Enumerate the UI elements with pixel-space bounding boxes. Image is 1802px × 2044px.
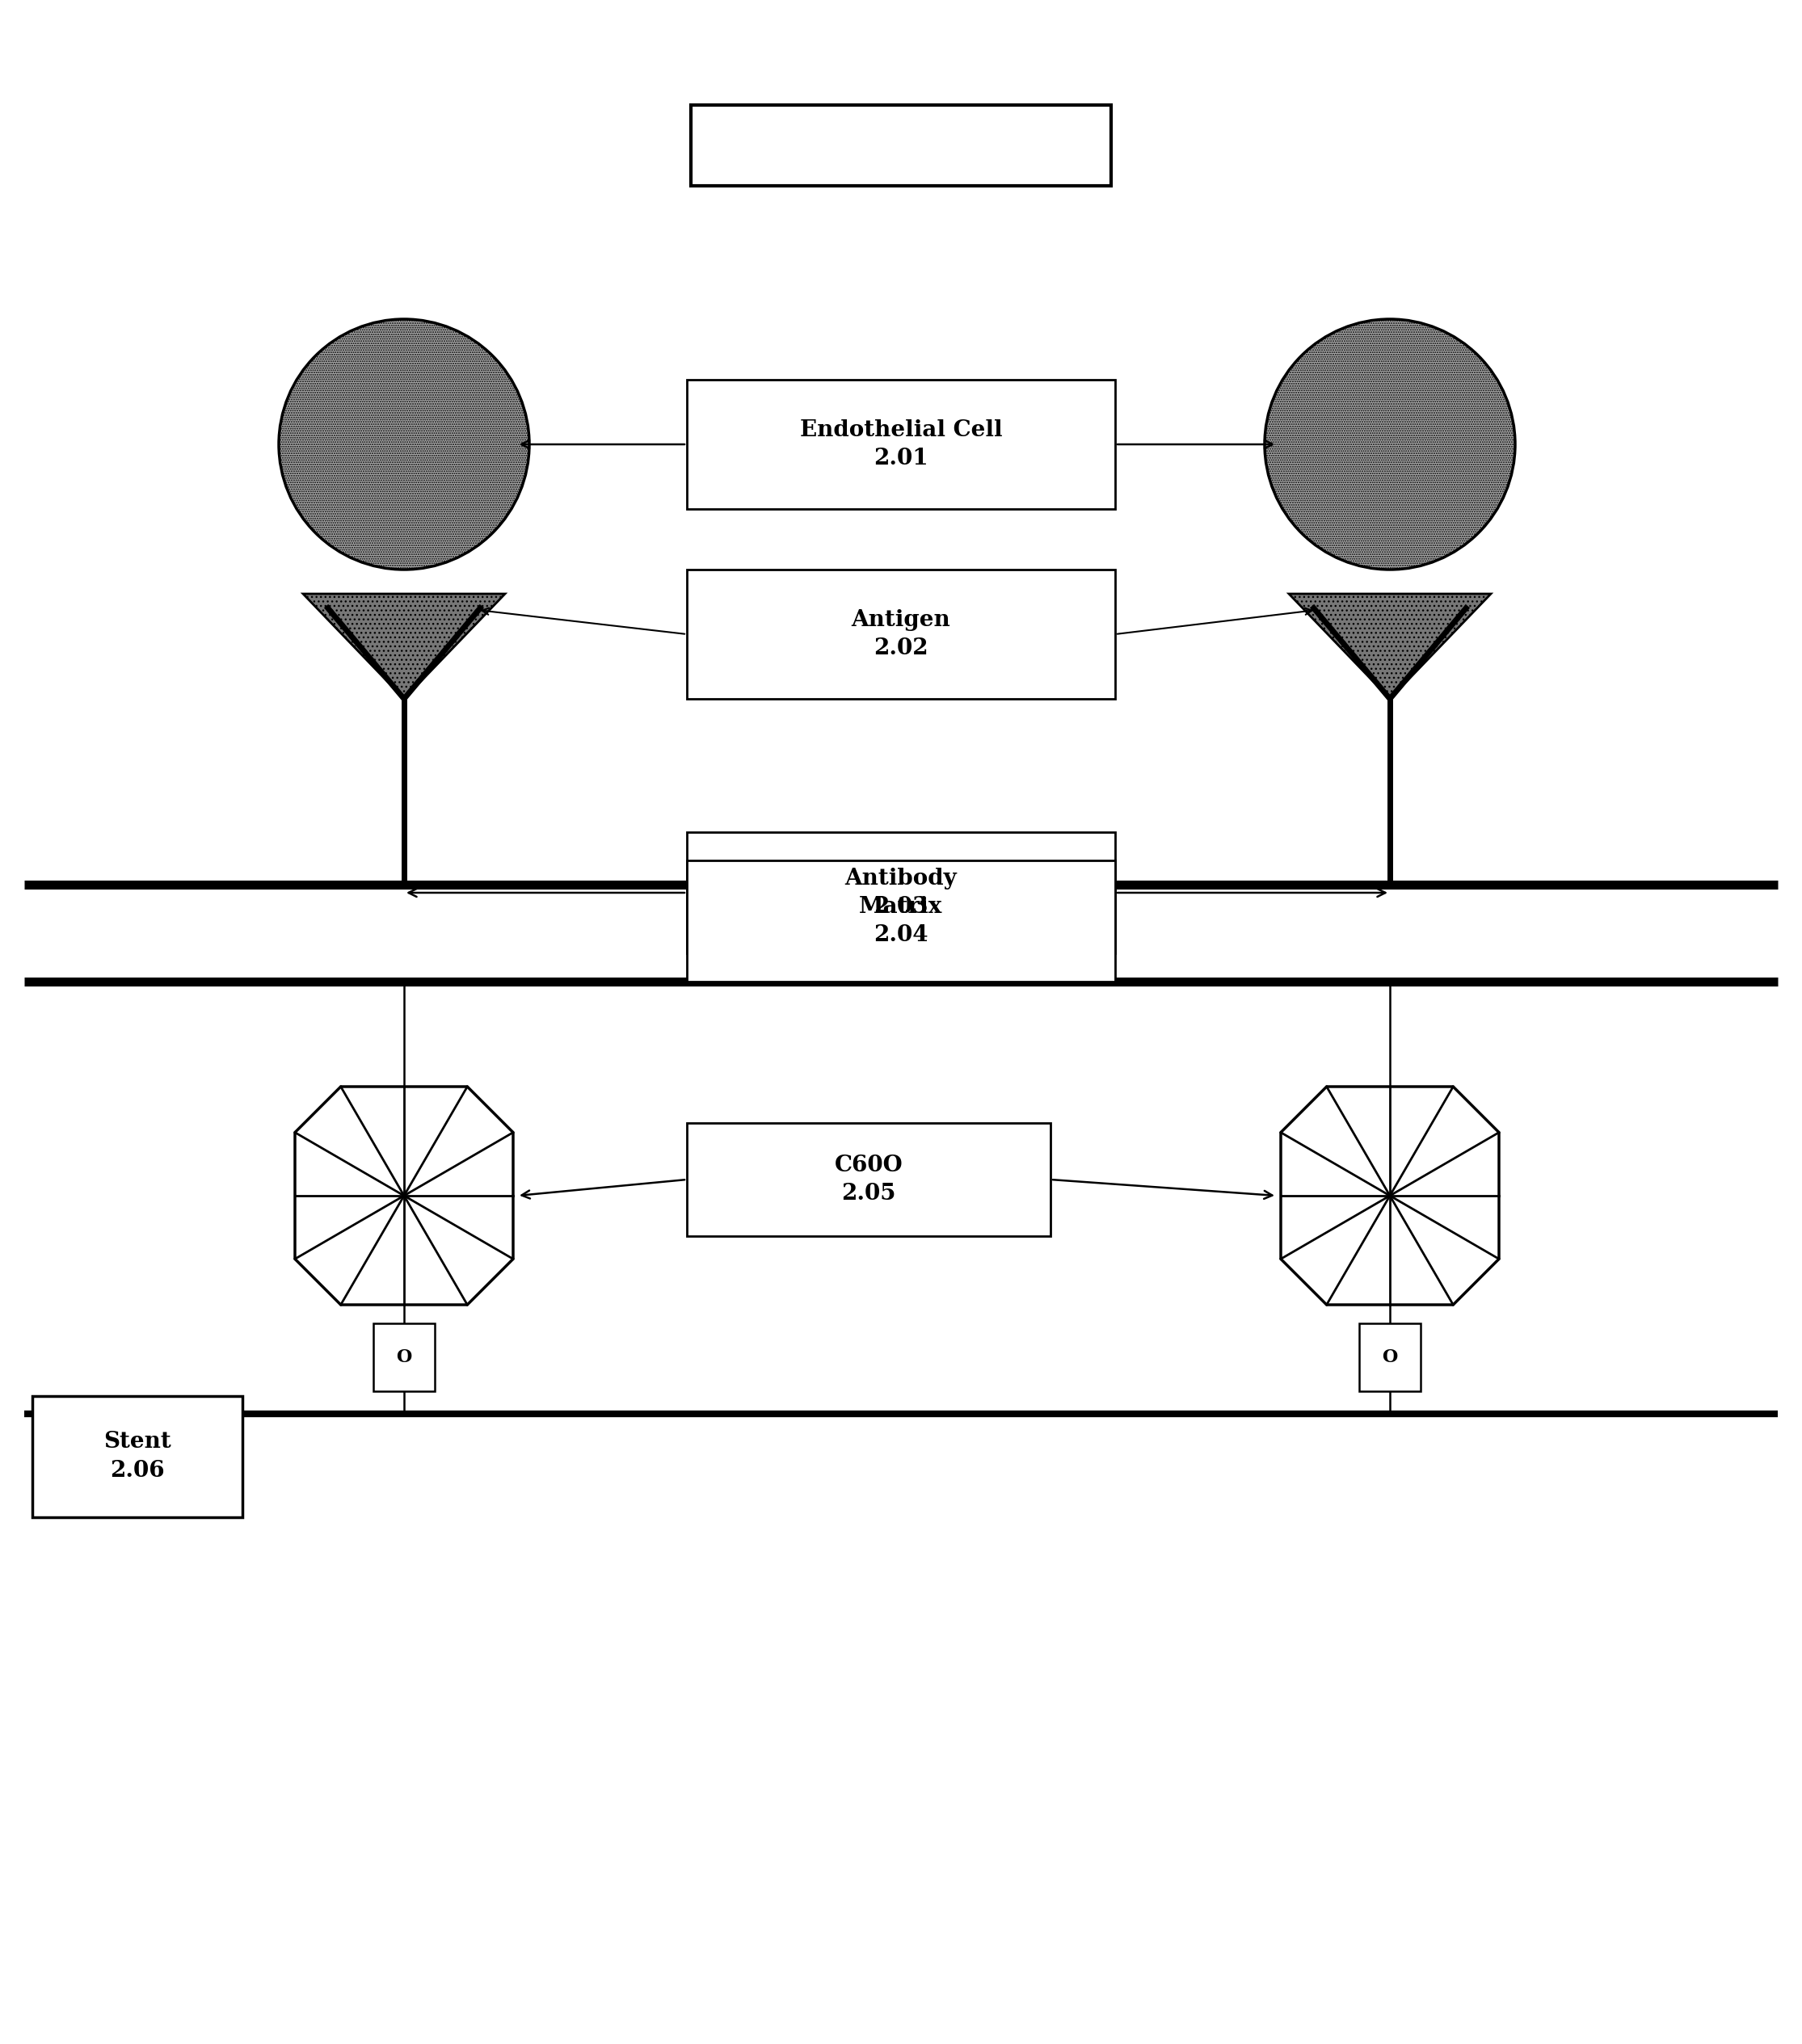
FancyBboxPatch shape bbox=[687, 861, 1115, 981]
FancyBboxPatch shape bbox=[687, 380, 1115, 509]
Text: Figure 2: Figure 2 bbox=[838, 133, 964, 159]
FancyBboxPatch shape bbox=[1359, 1322, 1420, 1392]
FancyBboxPatch shape bbox=[687, 832, 1115, 953]
Polygon shape bbox=[303, 595, 505, 699]
Text: C60O
2.05: C60O 2.05 bbox=[834, 1155, 903, 1204]
Ellipse shape bbox=[1265, 319, 1515, 570]
FancyBboxPatch shape bbox=[687, 1122, 1051, 1237]
FancyBboxPatch shape bbox=[373, 1322, 434, 1392]
Text: O: O bbox=[396, 1349, 413, 1365]
Polygon shape bbox=[296, 1087, 514, 1304]
Polygon shape bbox=[1288, 595, 1490, 699]
FancyBboxPatch shape bbox=[690, 104, 1112, 186]
Ellipse shape bbox=[279, 319, 530, 570]
Text: Antigen
2.02: Antigen 2.02 bbox=[851, 609, 951, 660]
Text: O: O bbox=[1382, 1349, 1398, 1365]
Polygon shape bbox=[1281, 1087, 1499, 1304]
Text: Antibody
2.03: Antibody 2.03 bbox=[845, 867, 957, 918]
Text: Stent
2.06: Stent 2.06 bbox=[103, 1431, 171, 1482]
FancyBboxPatch shape bbox=[687, 570, 1115, 699]
Text: Endothelial Cell
2.01: Endothelial Cell 2.01 bbox=[800, 419, 1002, 470]
FancyBboxPatch shape bbox=[32, 1396, 243, 1517]
Text: Matrix
2.04: Matrix 2.04 bbox=[860, 895, 942, 946]
